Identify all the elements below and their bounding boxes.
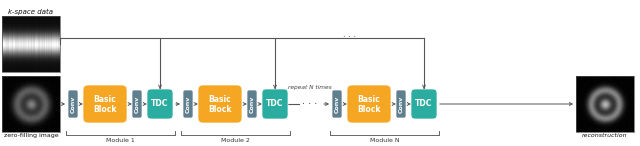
Text: Module N: Module N: [370, 138, 399, 143]
Text: Basic: Basic: [358, 94, 380, 104]
Text: Conv: Conv: [399, 95, 403, 113]
FancyBboxPatch shape: [347, 85, 391, 123]
Text: Block: Block: [208, 105, 232, 113]
FancyBboxPatch shape: [396, 90, 406, 118]
Text: · · ·: · · ·: [302, 99, 317, 109]
Text: k-space data: k-space data: [8, 9, 54, 15]
FancyBboxPatch shape: [68, 90, 78, 118]
Text: Block: Block: [357, 105, 381, 113]
FancyBboxPatch shape: [147, 89, 173, 119]
FancyBboxPatch shape: [411, 89, 437, 119]
Text: TDC: TDC: [415, 100, 433, 108]
Text: Basic: Basic: [209, 94, 232, 104]
FancyBboxPatch shape: [183, 90, 193, 118]
Text: Block: Block: [93, 105, 116, 113]
Text: Conv: Conv: [134, 95, 140, 113]
FancyBboxPatch shape: [83, 85, 127, 123]
Text: TDC: TDC: [266, 100, 284, 108]
Text: · · ·: · · ·: [343, 33, 356, 42]
FancyBboxPatch shape: [247, 90, 257, 118]
Text: Basic: Basic: [93, 94, 116, 104]
Bar: [2, 16, 60, 72]
Text: Module 1: Module 1: [106, 138, 135, 143]
Text: Module 2: Module 2: [221, 138, 250, 143]
Text: zero-filling image: zero-filling image: [4, 133, 58, 138]
Text: Conv: Conv: [186, 95, 191, 113]
FancyBboxPatch shape: [332, 90, 342, 118]
Bar: [2, 76, 60, 132]
Text: Conv: Conv: [70, 95, 76, 113]
Text: reconstruction: reconstruction: [582, 133, 628, 138]
Bar: [576, 76, 634, 132]
Text: Conv: Conv: [335, 95, 339, 113]
FancyBboxPatch shape: [198, 85, 242, 123]
Text: Conv: Conv: [250, 95, 255, 113]
FancyBboxPatch shape: [262, 89, 288, 119]
FancyBboxPatch shape: [132, 90, 142, 118]
Text: TDC: TDC: [151, 100, 169, 108]
Text: repeat N times: repeat N times: [288, 86, 332, 91]
